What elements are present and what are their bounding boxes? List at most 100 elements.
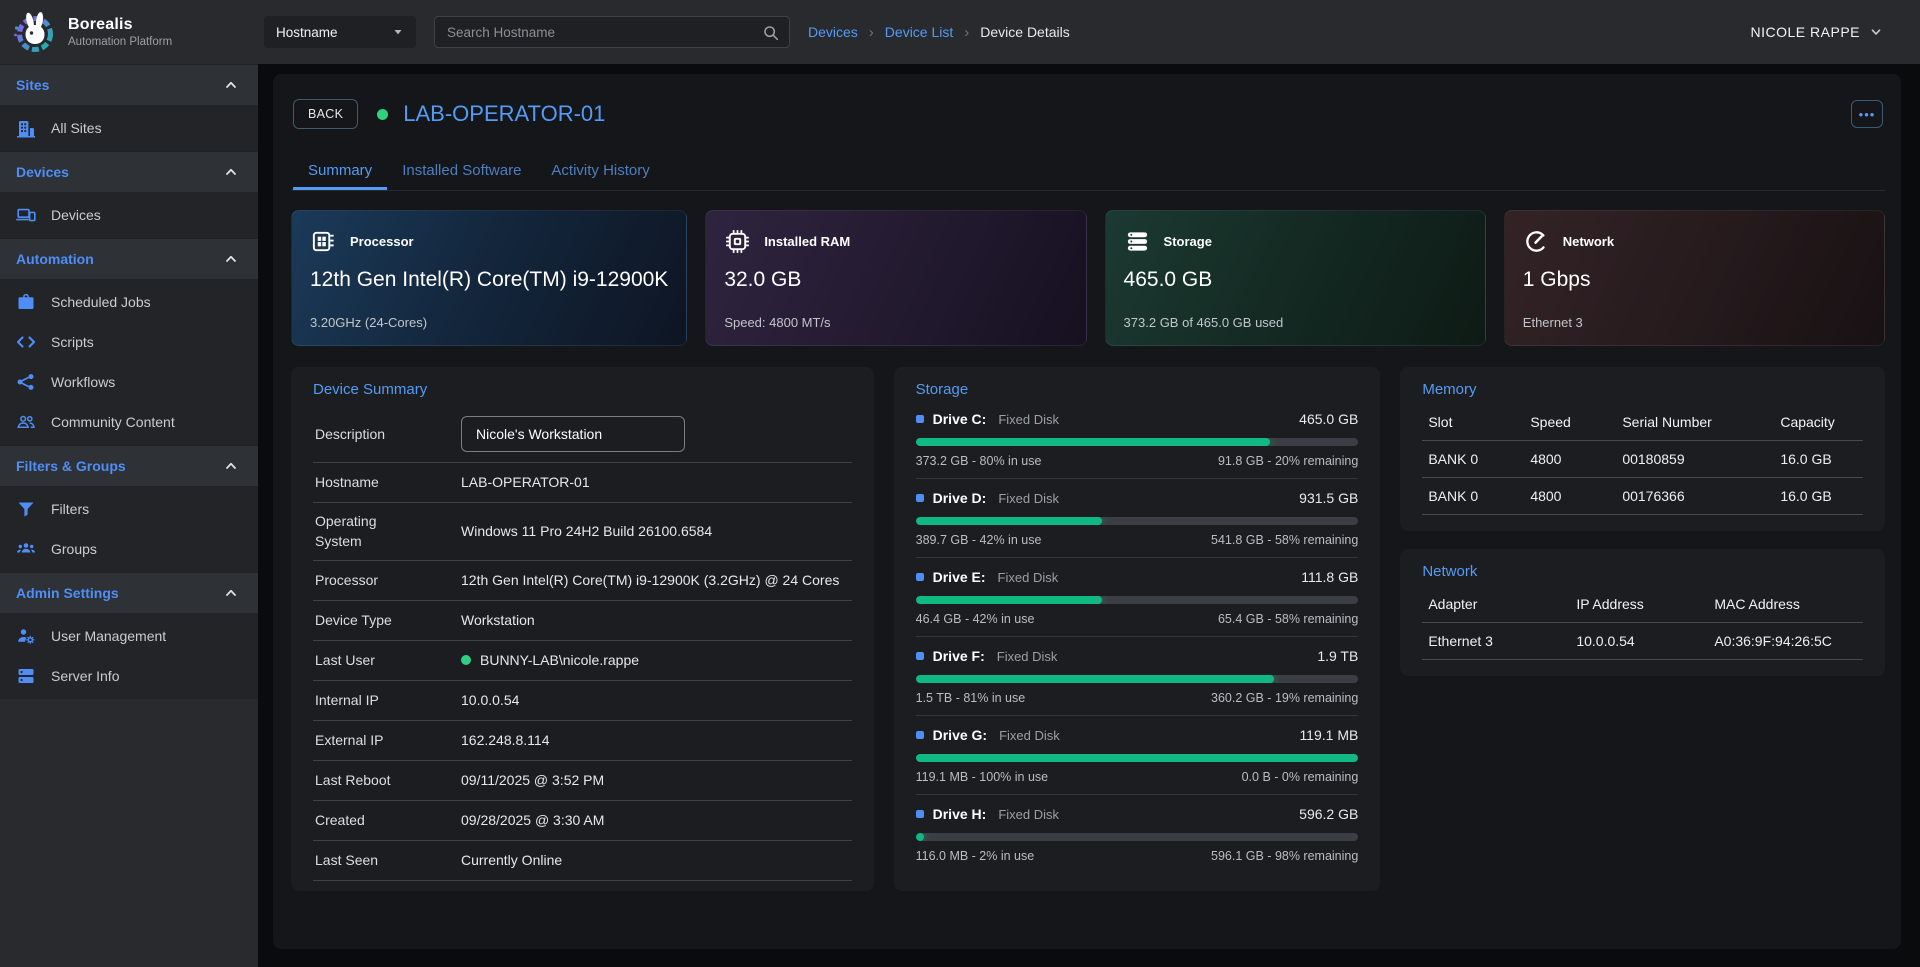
sidebar-item-devices[interactable]: Devices — [0, 195, 258, 235]
search-icon[interactable] — [762, 24, 779, 41]
device-title: LAB-OPERATOR-01 — [403, 101, 606, 126]
sidebar-item-filters[interactable]: Filters — [0, 489, 258, 529]
groups-icon — [16, 539, 36, 559]
tab-activity-history[interactable]: Activity History — [551, 162, 650, 179]
sidebar-section-sites[interactable]: Sites — [0, 64, 258, 105]
summary-row-description: Description — [313, 406, 852, 463]
drive-type: Fixed Disk — [999, 727, 1060, 743]
stat-card-footer: Ethernet 3 — [1522, 315, 1583, 330]
summary-row-device-type: Device Type Workstation — [313, 601, 852, 641]
breadcrumb-devices[interactable]: Devices — [808, 24, 858, 40]
device-tabs: Summary Installed Software Activity Histor… — [291, 153, 1885, 191]
network-header-row: Adapter IP Address MAC Address — [1422, 586, 1863, 623]
stat-card-network: Network 1 Gbps Ethernet 3 — [1503, 210, 1886, 346]
network-header-mac-address: MAC Address — [1714, 596, 1800, 612]
right-column: Memory Slot Speed Serial Number Capacity BAN… — [1400, 367, 1885, 891]
online-status-dot — [461, 655, 471, 666]
memory-cell: 16.0 GB — [1780, 488, 1832, 504]
sidebar-item-community-content[interactable]: Community Content — [0, 402, 258, 442]
stat-cards-row: Processor 12th Gen Intel(R) Core(TM) i9-… — [291, 210, 1886, 346]
briefcase-icon — [16, 292, 36, 312]
brand-home-link[interactable]: Borealis Automation Platform — [0, 0, 258, 64]
breadcrumb: Devices › Device List › Device Details — [808, 24, 1070, 41]
drive-header: Drive F: Fixed Disk 1.9 TB — [915, 648, 1358, 664]
sidebar-item-server-info[interactable]: Server Info — [0, 656, 258, 696]
network-header-ip-address: IP Address — [1576, 596, 1644, 612]
sidebar-item-groups[interactable]: Groups — [0, 529, 258, 569]
drive-usage-fill — [915, 438, 1270, 446]
back-button[interactable]: BACK — [293, 99, 359, 129]
drive-type: Fixed Disk — [998, 411, 1059, 427]
drive-drive-c: Drive C: Fixed Disk 465.0 GB 373.2 GB - 80%… — [915, 400, 1359, 479]
topbar: Hostname Devices › Device List › Device Deta… — [258, 0, 1920, 64]
sidebar-item-workflows[interactable]: Workflows — [0, 362, 258, 402]
drive-bullet-icon — [915, 415, 924, 423]
network-row: Ethernet 3 10.0.0.54 A0:36:9F:94:26:5C — [1422, 623, 1863, 660]
summary-label: Created — [315, 811, 365, 828]
summary-label: Hostname — [315, 474, 379, 491]
sidebar-section-devices[interactable]: Devices — [0, 151, 258, 192]
drive-usage-bar — [915, 517, 1359, 525]
sidebar-item-user-management[interactable]: User Management — [0, 616, 258, 656]
memory-cell: 00180859 — [1622, 451, 1685, 467]
more-actions-button[interactable]: ••• — [1851, 100, 1883, 128]
storage-panel: Storage Drive C: Fixed Disk 465.0 GB 373.2 … — [893, 367, 1381, 891]
summary-value: 09/28/2025 @ 3:30 AM — [461, 811, 605, 828]
device-details-card: BACK LAB-OPERATOR-01 ••• Summary Installe… — [273, 74, 1901, 949]
drive-usage-bar — [915, 833, 1359, 841]
sidebar-item-all-sites[interactable]: All Sites — [0, 108, 258, 148]
brand-name: Borealis — [68, 16, 133, 33]
drive-header: Drive E: Fixed Disk 111.8 GB — [915, 569, 1358, 585]
breadcrumb-device-list[interactable]: Device List — [884, 24, 954, 40]
drive-remaining-text: 91.8 GB - 20% remaining — [1217, 454, 1359, 468]
breadcrumb-device-details: Device Details — [980, 24, 1070, 40]
main-area: Hostname Devices › Device List › Device Deta… — [258, 0, 1920, 967]
sidebar-section-filters-groups[interactable]: Filters & Groups — [0, 445, 258, 486]
sidebar-item-label: Filters — [51, 501, 90, 517]
drive-name: Drive H: — [932, 806, 987, 822]
search-box[interactable] — [434, 16, 790, 48]
summary-label: Last Seen — [315, 851, 379, 868]
sidebar-section-label: Sites — [16, 77, 50, 93]
detail-panels-row: Device Summary Description Hostname LAB-OP… — [291, 367, 1885, 891]
server-icon — [16, 666, 36, 686]
summary-label: Device Type — [315, 611, 392, 628]
drive-type: Fixed Disk — [998, 490, 1059, 506]
hostname-filter-select[interactable]: Hostname — [264, 16, 416, 48]
description-input[interactable] — [461, 416, 685, 452]
memory-header-speed: Speed — [1530, 414, 1571, 430]
memory-cell: 00176366 — [1622, 488, 1685, 504]
summary-value: Currently Online — [461, 851, 563, 868]
drive-usage-fill — [915, 675, 1275, 683]
tab-installed-software[interactable]: Installed Software — [402, 162, 522, 179]
summary-label: Last User — [315, 651, 375, 668]
sidebar-section-items: All Sites — [0, 105, 258, 151]
memory-cell: 4800 — [1530, 451, 1562, 467]
drive-used-text: 46.4 GB - 42% in use — [915, 612, 1035, 626]
summary-row-operating-system: Operating System Windows 11 Pro 24H2 Buil… — [313, 503, 852, 561]
sidebar-item-scheduled-jobs[interactable]: Scheduled Jobs — [0, 282, 258, 322]
memory-header-row: Slot Speed Serial Number Capacity — [1422, 404, 1863, 441]
sidebar-item-label: Groups — [51, 541, 97, 557]
tab-summary[interactable]: Summary — [293, 153, 388, 190]
search-input[interactable] — [447, 24, 762, 40]
drive-name: Drive G: — [932, 727, 988, 743]
summary-value: 162.248.8.114 — [461, 731, 550, 748]
hostname-filter-value: Hostname — [276, 24, 338, 40]
drive-usage-bar — [915, 675, 1359, 683]
sidebar-section-admin-settings[interactable]: Admin Settings — [0, 572, 258, 613]
user-menu[interactable]: NICOLE RAPPE — [1751, 24, 1882, 40]
summary-row-processor: Processor 12th Gen Intel(R) Core(TM) i9-1… — [313, 561, 852, 601]
drive-header: Drive D: Fixed Disk 931.5 GB — [915, 490, 1358, 506]
sidebar-item-scripts[interactable]: Scripts — [0, 322, 258, 362]
sidebar-item-label: Devices — [51, 207, 101, 223]
summary-row-external-ip: External IP 162.248.8.114 — [313, 721, 852, 761]
sidebar-section-automation[interactable]: Automation — [0, 238, 258, 279]
stat-card-installed-ram: Installed RAM 32.0 GB Speed: 4800 MT/s — [705, 210, 1087, 346]
sidebar-section-items: Scheduled Jobs Scripts Workflows Community … — [0, 279, 258, 445]
drive-name: Drive E: — [932, 569, 986, 585]
drive-usage-bar — [915, 596, 1359, 604]
drive-header: Drive H: Fixed Disk 596.2 GB — [915, 806, 1358, 822]
device-summary-panel: Device Summary Description Hostname LAB-OP… — [291, 367, 874, 891]
chevron-up-icon — [224, 165, 238, 179]
